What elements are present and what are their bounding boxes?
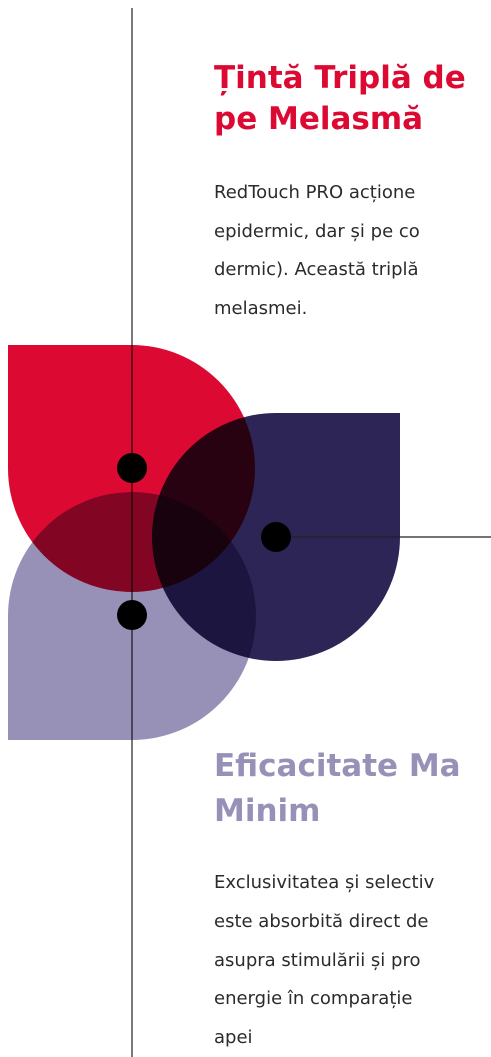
page: Țintă Triplă de pe Melasmă RedTouch PRO … (0, 0, 491, 1057)
paragraph-line: epidermic, dar și pe co (214, 213, 420, 252)
dot (261, 522, 291, 552)
dot (117, 600, 147, 630)
paragraph-line: energie în comparație (214, 980, 412, 1019)
section-title: Eficacitate Ma (214, 746, 461, 786)
paragraph-line: este absorbită direct de (214, 903, 428, 942)
section-title: pe Melasmă (214, 99, 423, 139)
dot (117, 453, 147, 483)
paragraph-line: dermic). Această triplă (214, 251, 419, 290)
section-title: Țintă Triplă de (214, 58, 466, 98)
paragraph-line: Exclusivitatea și selectiv (214, 864, 434, 903)
paragraph-line: apei (214, 1019, 253, 1057)
paragraph-line: asupra stimulării și pro (214, 942, 420, 981)
paragraph-line: melasmei. (214, 290, 307, 329)
section-title: Minim (214, 791, 320, 831)
paragraph-line: RedTouch PRO acțione (214, 174, 415, 213)
